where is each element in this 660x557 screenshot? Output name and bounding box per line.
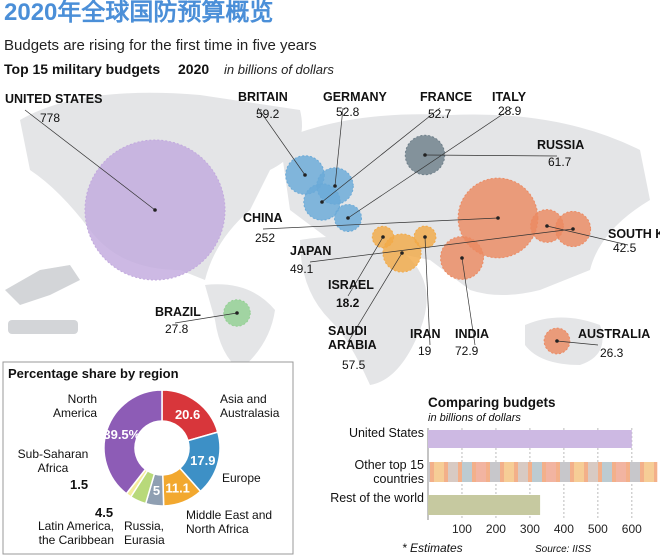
heading: Top 15 military budgets xyxy=(4,61,160,77)
bar-category: Rest of the world xyxy=(330,491,424,505)
country-value: 42.5 xyxy=(613,241,637,255)
bar-pattern xyxy=(428,462,658,482)
country-label: INDIA xyxy=(455,327,490,341)
region-value: 20.6 xyxy=(175,407,200,422)
leader-dot xyxy=(381,235,385,239)
bar xyxy=(428,495,541,515)
country-value: 52.7 xyxy=(428,107,452,121)
country-value: 252 xyxy=(255,231,276,245)
region-value: 39.5% xyxy=(103,427,140,442)
country-label: ITALY xyxy=(492,90,527,104)
country-value: 18.2 xyxy=(336,296,360,310)
bar-title: Comparing budgets xyxy=(428,395,556,410)
leader-dot xyxy=(303,173,307,177)
bar-category: United States xyxy=(348,426,424,440)
leader-line xyxy=(174,312,238,324)
source: Source: IISS xyxy=(535,544,592,555)
region-label: Sub-Saharan Africa xyxy=(17,447,89,475)
bar-category: Other top 15 countries xyxy=(354,458,425,486)
leader-line xyxy=(347,107,513,219)
region-label: Europe xyxy=(222,471,261,485)
country-value: 28.9 xyxy=(498,104,522,118)
heading-year: 2020 xyxy=(178,61,209,77)
country-value: 59.2 xyxy=(256,107,280,121)
leader-dot xyxy=(571,227,575,231)
country-value: 19 xyxy=(418,344,432,358)
country-value: 72.9 xyxy=(455,344,479,358)
leader-line xyxy=(424,236,431,346)
leader-line xyxy=(347,236,384,297)
leader-dot xyxy=(333,184,337,188)
country-value: 27.8 xyxy=(165,322,189,336)
leader-line xyxy=(556,340,599,346)
leader-line xyxy=(262,217,499,230)
leader-line xyxy=(257,107,306,176)
region-label: Middle East and North Africa xyxy=(186,508,273,536)
country-label: FRANCE xyxy=(420,90,473,104)
country-label: IRAN xyxy=(410,327,441,341)
donut-title: Percentage share by region xyxy=(8,366,179,381)
country-label: GERMANY xyxy=(323,90,387,104)
leader-line xyxy=(347,252,403,343)
x-tick-label: 200 xyxy=(486,522,506,536)
leader-line xyxy=(334,107,344,187)
leader-dot xyxy=(320,200,324,204)
leader-dot xyxy=(400,251,404,255)
region-label: Russia, Eurasia xyxy=(124,519,165,547)
leader-line xyxy=(321,107,441,203)
heading-unit: in billions of dollars xyxy=(224,62,334,77)
bar xyxy=(428,430,632,448)
x-tick-label: 100 xyxy=(452,522,472,536)
leader-dot xyxy=(545,224,549,228)
country-value: 778 xyxy=(40,111,61,125)
country-value: 26.3 xyxy=(600,346,624,360)
x-tick-label: 600 xyxy=(622,522,642,536)
leader-dot xyxy=(460,256,464,260)
page-title: 2020年全球国防预算概览 xyxy=(4,0,273,26)
note: * Estimates xyxy=(402,541,463,555)
region-label: Latin America, the Caribbean xyxy=(37,519,114,547)
region-value: 11.1 xyxy=(165,481,190,496)
leader-dot xyxy=(346,216,350,220)
leader-dot xyxy=(235,311,239,315)
leader-dot xyxy=(496,216,500,220)
leader-line xyxy=(546,225,629,246)
region-value: 1.5 xyxy=(70,477,89,492)
country-value: 57.5 xyxy=(342,358,366,372)
leader-line xyxy=(461,257,476,346)
country-label: SAUDI ARABIA xyxy=(328,324,377,352)
leader-line xyxy=(309,228,574,263)
country-label: AUSTRALIA xyxy=(578,327,651,341)
country-label: BRAZIL xyxy=(155,305,201,319)
subtitle: Budgets are rising for the first time in… xyxy=(4,37,317,54)
country-label: JAPAN xyxy=(290,244,332,258)
country-label: SOUTH KOREA xyxy=(608,227,660,241)
country-value: 52.8 xyxy=(336,105,360,119)
country-value: 61.7 xyxy=(548,155,572,169)
bar-subtitle: in billions of dollars xyxy=(428,412,521,424)
region-label: North America xyxy=(52,392,97,420)
leader-line xyxy=(424,154,558,157)
country-label: RUSSIA xyxy=(537,138,585,152)
country-label: UNITED STATES xyxy=(5,92,103,106)
region-label: Asia and Australasia xyxy=(220,392,280,420)
country-label: ISRAEL xyxy=(328,278,374,292)
leader-dot xyxy=(153,208,157,212)
region-value: 5 xyxy=(153,483,160,498)
x-tick-label: 500 xyxy=(588,522,608,536)
x-tick-label: 400 xyxy=(554,522,574,536)
donut-segment xyxy=(103,389,163,495)
leader-dot xyxy=(423,235,427,239)
country-value: 49.1 xyxy=(290,262,314,276)
x-tick-label: 300 xyxy=(520,522,540,536)
country-label: CHINA xyxy=(243,211,283,225)
country-label: BRITAIN xyxy=(238,90,288,104)
leader-dot xyxy=(555,339,559,343)
leader-dot xyxy=(423,153,427,157)
region-value: 4.5 xyxy=(95,505,114,520)
region-value: 17.9 xyxy=(190,453,215,468)
leader-line xyxy=(24,109,156,211)
